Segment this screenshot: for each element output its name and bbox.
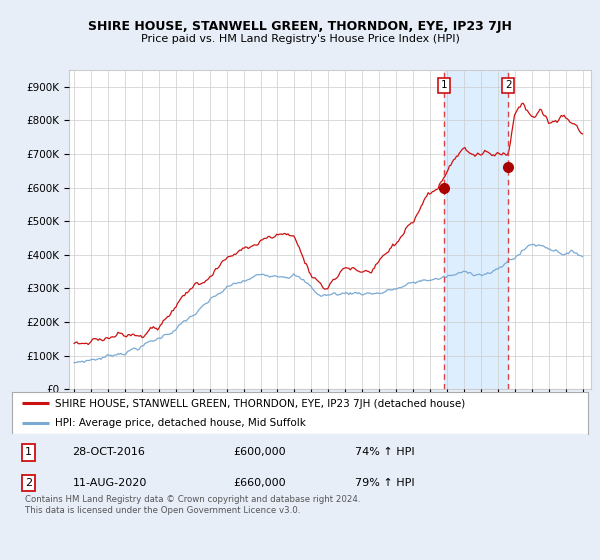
- Text: Contains HM Land Registry data © Crown copyright and database right 2024.
This d: Contains HM Land Registry data © Crown c…: [25, 495, 360, 515]
- Text: Price paid vs. HM Land Registry's House Price Index (HPI): Price paid vs. HM Land Registry's House …: [140, 34, 460, 44]
- Text: 74% ↑ HPI: 74% ↑ HPI: [355, 447, 415, 458]
- Text: SHIRE HOUSE, STANWELL GREEN, THORNDON, EYE, IP23 7JH: SHIRE HOUSE, STANWELL GREEN, THORNDON, E…: [88, 20, 512, 32]
- Text: 2: 2: [25, 478, 32, 488]
- Text: 2: 2: [505, 80, 512, 90]
- Text: £660,000: £660,000: [234, 478, 286, 488]
- Text: 1: 1: [441, 80, 448, 90]
- Text: 11-AUG-2020: 11-AUG-2020: [73, 478, 147, 488]
- Bar: [444, 70, 508, 389]
- Text: SHIRE HOUSE, STANWELL GREEN, THORNDON, EYE, IP23 7JH (detached house): SHIRE HOUSE, STANWELL GREEN, THORNDON, E…: [55, 399, 466, 409]
- Text: 79% ↑ HPI: 79% ↑ HPI: [355, 478, 415, 488]
- Text: 1: 1: [25, 447, 32, 458]
- Text: £600,000: £600,000: [234, 447, 286, 458]
- Text: HPI: Average price, detached house, Mid Suffolk: HPI: Average price, detached house, Mid …: [55, 418, 306, 428]
- Text: 28-OCT-2016: 28-OCT-2016: [73, 447, 145, 458]
